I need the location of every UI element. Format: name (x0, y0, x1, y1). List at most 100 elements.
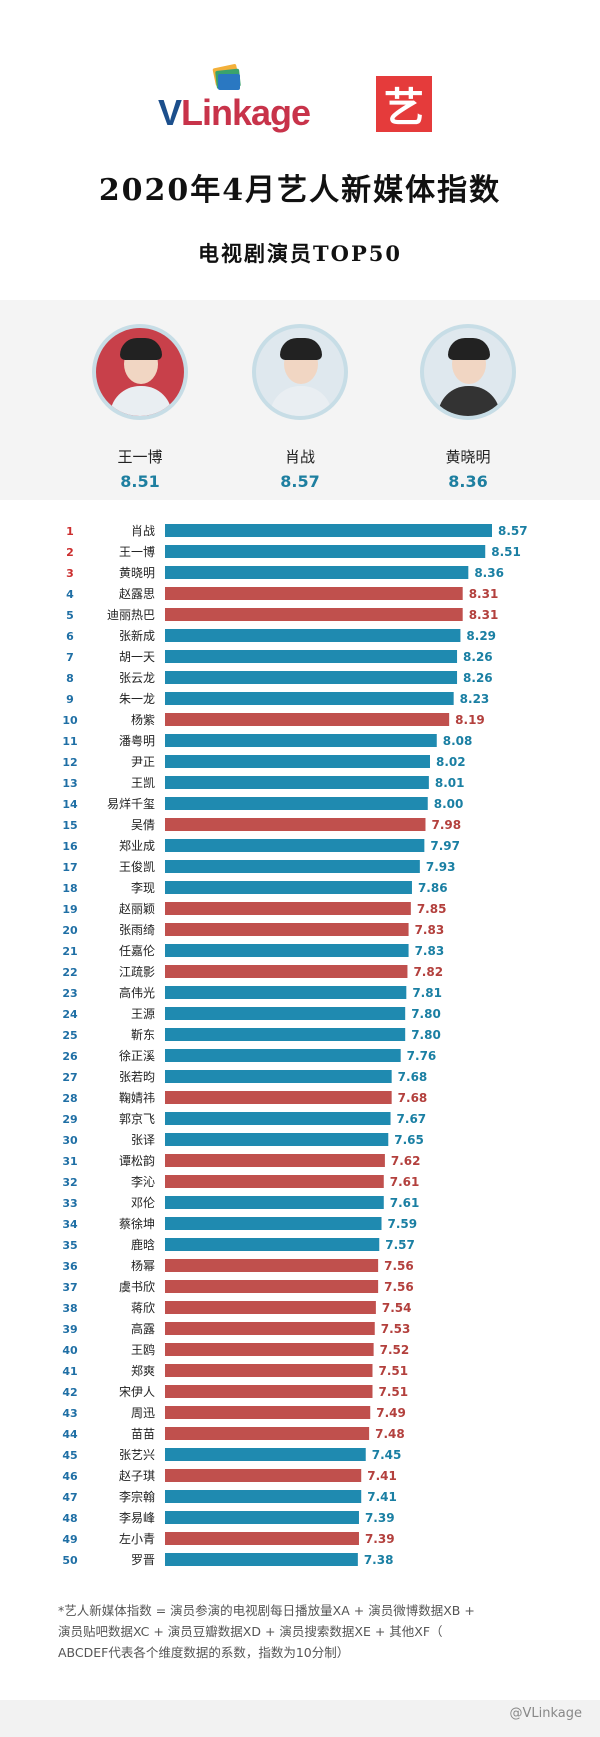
podium-name-right: 黄晓明 (445, 448, 491, 466)
data-label: 7.82 (413, 965, 443, 979)
category-label: 郭京飞 (119, 1112, 155, 1126)
data-label: 8.31 (469, 587, 499, 601)
category-label: 高伟光 (119, 985, 155, 1000)
bar (165, 1028, 406, 1041)
bar (165, 839, 425, 852)
category-label: 张云龙 (119, 671, 155, 685)
data-label: 7.61 (390, 1175, 420, 1189)
category-label: 任嘉伦 (119, 943, 155, 958)
footer-band (0, 1700, 600, 1737)
category-label: 易烊千玺 (107, 797, 155, 811)
rank-label: 30 (62, 1134, 78, 1147)
category-label: 张艺兴 (119, 1448, 155, 1462)
rank-label: 26 (62, 1050, 78, 1063)
bar (165, 860, 420, 873)
data-label: 8.01 (435, 776, 465, 790)
rank-label: 6 (66, 630, 74, 643)
bar (165, 524, 492, 537)
category-label: 张若昀 (119, 1070, 155, 1084)
bar (165, 818, 426, 831)
bar (165, 692, 454, 705)
category-label: 宋伊人 (119, 1384, 155, 1399)
bar (165, 881, 412, 894)
podium-score-left: 8.51 (120, 472, 160, 491)
bar (165, 1322, 375, 1335)
data-label: 7.76 (407, 1049, 437, 1063)
data-label: 7.39 (365, 1532, 395, 1546)
data-label: 8.51 (491, 545, 521, 559)
category-label: 李沁 (131, 1174, 155, 1189)
rank-label: 48 (62, 1512, 77, 1525)
category-label: 罗晋 (131, 1553, 155, 1567)
bar (165, 1385, 373, 1398)
podium-score-right: 8.36 (448, 472, 488, 491)
rank-label: 15 (62, 819, 77, 832)
category-label: 张译 (131, 1133, 155, 1147)
rank-label: 31 (62, 1155, 77, 1168)
category-label: 杨幂 (131, 1258, 155, 1273)
podium-score-center: 8.57 (280, 472, 320, 491)
data-label: 7.62 (391, 1154, 421, 1168)
bar (165, 671, 458, 684)
category-label: 肖战 (131, 524, 155, 538)
bar (165, 1154, 385, 1167)
logo-letters-linkage: Linkage (181, 92, 311, 133)
rank-label: 39 (62, 1323, 77, 1336)
category-label: 赵露思 (119, 587, 155, 601)
category-label: 朱一龙 (119, 692, 155, 706)
logo-letter-v: V (158, 92, 182, 133)
bar (165, 1511, 359, 1524)
bar (165, 986, 407, 999)
rank-label: 38 (62, 1302, 77, 1315)
category-label: 李现 (131, 880, 155, 895)
data-label: 7.93 (426, 860, 456, 874)
rank-label: 33 (62, 1197, 77, 1210)
bar (165, 608, 463, 621)
rank-label: 29 (62, 1113, 77, 1126)
rank-label: 1 (66, 525, 74, 538)
vlinkage-logo: VLinkage 艺 (158, 62, 448, 142)
rank-label: 32 (62, 1176, 77, 1189)
bar (165, 1406, 371, 1419)
category-label: 王源 (131, 1007, 155, 1021)
category-label: 邓伦 (131, 1195, 155, 1210)
rank-label: 50 (62, 1554, 78, 1567)
rank-label: 4 (66, 588, 74, 601)
bar (165, 545, 486, 558)
rank-label: 18 (62, 882, 77, 895)
logo-mark-icon (212, 64, 241, 90)
category-label: 赵子琪 (119, 1469, 155, 1483)
category-label: 苗苗 (131, 1427, 155, 1441)
bar (165, 1301, 376, 1314)
page-title: 2020年4月艺人新媒体指数 (98, 173, 502, 208)
rank-label: 21 (62, 945, 77, 958)
rank-label: 40 (62, 1344, 78, 1357)
data-label: 7.38 (364, 1553, 394, 1567)
data-label: 7.54 (382, 1301, 412, 1315)
category-label: 高露 (131, 1321, 155, 1336)
rank-label: 47 (62, 1491, 77, 1504)
data-label: 7.41 (367, 1490, 397, 1504)
bar (165, 1490, 362, 1503)
bar (165, 1217, 382, 1230)
category-label: 李宗翰 (119, 1489, 155, 1504)
category-label: 鞠婧祎 (119, 1090, 155, 1105)
category-label: 王一博 (119, 544, 155, 559)
bar (165, 1469, 362, 1482)
data-label: 7.68 (398, 1091, 428, 1105)
rank-label: 7 (66, 651, 74, 664)
data-label: 7.85 (417, 902, 447, 916)
rank-label: 42 (62, 1386, 77, 1399)
avatar-center (252, 324, 348, 420)
podium-name-center: 肖战 (284, 448, 315, 466)
data-label: 8.02 (436, 755, 466, 769)
data-label: 7.41 (367, 1469, 397, 1483)
data-label: 7.51 (378, 1385, 408, 1399)
podium-name-left: 王一博 (117, 448, 163, 466)
category-label: 迪丽热巴 (107, 608, 155, 622)
rank-label: 13 (62, 777, 77, 790)
data-label: 8.08 (443, 734, 473, 748)
bar (165, 1175, 384, 1188)
data-label: 7.97 (430, 839, 460, 853)
bar (165, 1532, 359, 1545)
